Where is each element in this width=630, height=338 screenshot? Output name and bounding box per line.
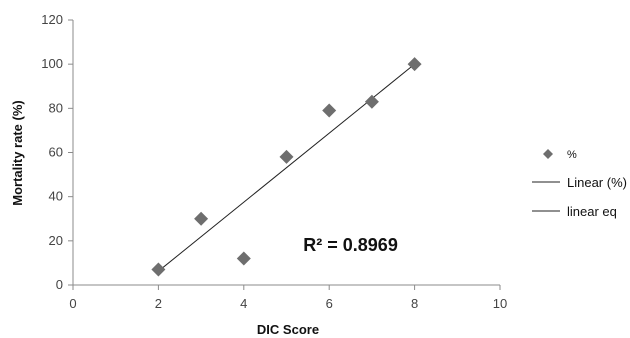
legend-marker-diamond: [543, 149, 553, 159]
y-axis-title: Mortality rate (%): [10, 100, 25, 205]
x-axis-tick-label: 4: [240, 296, 247, 311]
x-axis-tick-label: 2: [155, 296, 162, 311]
data-point-diamond: [407, 57, 422, 72]
y-axis-tick-label: 100: [41, 56, 63, 71]
y-axis-tick-label: 40: [49, 189, 63, 204]
data-point-diamond: [151, 262, 166, 277]
data-point-diamond: [322, 103, 337, 118]
r-squared-annotation: R² = 0.8969: [303, 235, 398, 255]
legend-label: %: [567, 149, 577, 161]
x-axis-title: DIC Score: [257, 322, 319, 337]
legend-label: linear eq: [567, 204, 617, 219]
x-axis-tick-label: 6: [326, 296, 333, 311]
x-axis-tick-label: 8: [411, 296, 418, 311]
y-axis-tick-label: 120: [41, 12, 63, 27]
legend-label: Linear (%): [567, 175, 627, 190]
data-point-diamond: [279, 149, 294, 164]
y-axis-tick-label: 80: [49, 100, 63, 115]
data-point-diamond: [364, 94, 379, 109]
x-axis-tick-label: 10: [493, 296, 507, 311]
y-axis-tick-label: 20: [49, 233, 63, 248]
data-point-diamond: [194, 211, 209, 226]
y-axis-tick-label: 0: [56, 277, 63, 292]
y-axis-tick-label: 60: [49, 145, 63, 160]
data-point-diamond: [236, 251, 251, 266]
x-axis-tick-label: 0: [69, 296, 76, 311]
